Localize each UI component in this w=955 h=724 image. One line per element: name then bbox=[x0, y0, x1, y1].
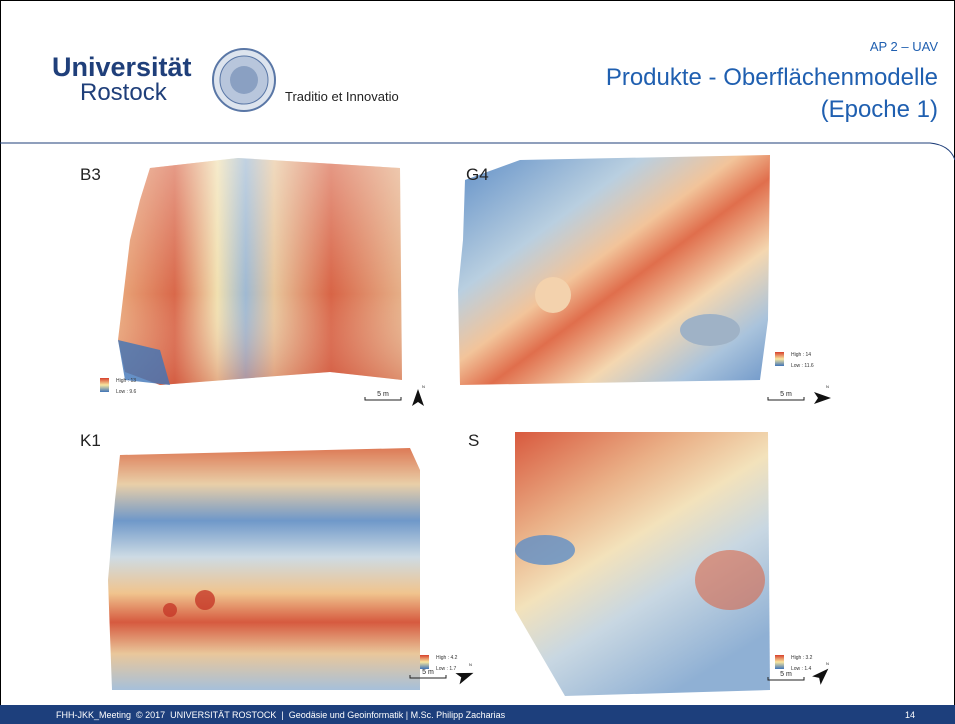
logo-line2: Rostock bbox=[80, 79, 168, 106]
legend-low: Low : 1.7 bbox=[436, 666, 457, 672]
legend-ramp bbox=[420, 655, 429, 669]
panel-label: K1 bbox=[80, 431, 101, 450]
legend-ramp bbox=[775, 352, 784, 366]
motto: Traditio et Innovatio bbox=[285, 89, 399, 104]
map-k1 bbox=[108, 448, 420, 690]
map-b3 bbox=[118, 158, 402, 385]
legend-ramp bbox=[100, 378, 109, 392]
north-arrow bbox=[412, 389, 424, 406]
legend-high: High : 14 bbox=[791, 352, 811, 358]
panel-label: S bbox=[468, 431, 479, 450]
footer-text: FHH-JKK_Meeting © 2017 UNIVERSITÄT ROSTO… bbox=[56, 710, 506, 720]
north-label: N bbox=[422, 384, 425, 389]
panel-label: B3 bbox=[80, 165, 101, 184]
scale-label: 5 m bbox=[377, 391, 389, 398]
section-label: AP 2 – UAV bbox=[870, 39, 938, 54]
north-label: N bbox=[826, 384, 829, 389]
map-g4 bbox=[458, 155, 770, 385]
slide: Universität Rostock Traditio et Innovati… bbox=[0, 0, 955, 724]
legend-low: Low : 9.6 bbox=[116, 389, 137, 395]
scale-label: 5 m bbox=[780, 391, 792, 398]
slide-title: (Epoche 1) bbox=[821, 96, 938, 123]
legend-ramp bbox=[775, 655, 784, 669]
legend-high: High : 3.2 bbox=[791, 655, 813, 661]
scale-label: 5 m bbox=[780, 671, 792, 678]
scale-label: 5 m bbox=[422, 669, 434, 676]
north-arrow bbox=[812, 664, 833, 685]
north-arrow bbox=[455, 667, 475, 684]
header-rule bbox=[0, 143, 955, 160]
slide-canvas: Universität Rostock Traditio et Innovati… bbox=[0, 0, 955, 724]
university-seal bbox=[213, 49, 275, 111]
legend-low: Low : 1.4 bbox=[791, 666, 812, 672]
north-arrow bbox=[814, 392, 831, 404]
page-number: 14 bbox=[905, 710, 915, 720]
legend-low: Low : 11.6 bbox=[791, 363, 814, 369]
legend-high: High : 13 bbox=[116, 378, 136, 384]
slide-title: Produkte - Oberflächenmodelle bbox=[606, 64, 938, 91]
north-label: N bbox=[469, 662, 472, 667]
north-label: N bbox=[826, 661, 829, 666]
legend-high: High : 4.2 bbox=[436, 655, 458, 661]
logo-line1: Universität bbox=[52, 52, 192, 82]
map-s bbox=[515, 432, 770, 696]
panel-label: G4 bbox=[466, 165, 489, 184]
